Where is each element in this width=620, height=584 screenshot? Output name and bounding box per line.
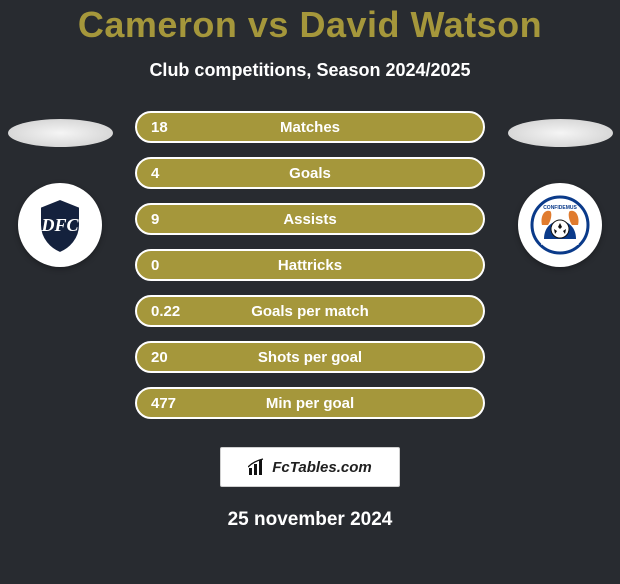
player-right: CONFIDEMUS KILMARNOCK FC bbox=[500, 119, 620, 267]
stat-label: Hattricks bbox=[137, 257, 483, 274]
stat-row-goals-per-match: 0.22 Goals per match bbox=[135, 295, 485, 327]
dundee-crest-icon: DFC bbox=[30, 195, 90, 255]
stat-left-value: 0.22 bbox=[151, 303, 180, 320]
svg-text:CONFIDEMUS: CONFIDEMUS bbox=[543, 205, 577, 211]
stat-row-goals: 4 Goals bbox=[135, 157, 485, 189]
stat-label: Matches bbox=[137, 119, 483, 136]
player-photo-placeholder bbox=[8, 119, 113, 147]
club-crest-left: DFC bbox=[18, 183, 102, 267]
stat-left-value: 20 bbox=[151, 349, 168, 366]
player-left: DFC bbox=[0, 119, 120, 267]
stat-label: Min per goal bbox=[137, 395, 483, 412]
stat-left-value: 0 bbox=[151, 257, 159, 274]
stat-row-shots-per-goal: 20 Shots per goal bbox=[135, 341, 485, 373]
svg-text:DFC: DFC bbox=[40, 215, 79, 235]
stat-row-assists: 9 Assists bbox=[135, 203, 485, 235]
player-photo-placeholder bbox=[508, 119, 613, 147]
date: 25 november 2024 bbox=[0, 509, 620, 531]
stat-left-value: 18 bbox=[151, 119, 168, 136]
bar-chart-icon bbox=[248, 458, 266, 476]
stat-label: Shots per goal bbox=[137, 349, 483, 366]
stat-row-min-per-goal: 477 Min per goal bbox=[135, 387, 485, 419]
subtitle: Club competitions, Season 2024/2025 bbox=[0, 60, 620, 81]
stat-label: Assists bbox=[137, 211, 483, 228]
page-title: Cameron vs David Watson bbox=[0, 4, 620, 46]
kilmarnock-crest-icon: CONFIDEMUS KILMARNOCK FC bbox=[530, 195, 590, 255]
stat-label: Goals per match bbox=[137, 303, 483, 320]
stat-left-value: 9 bbox=[151, 211, 159, 228]
stat-left-value: 477 bbox=[151, 395, 176, 412]
club-crest-right: CONFIDEMUS KILMARNOCK FC bbox=[518, 183, 602, 267]
stat-label: Goals bbox=[137, 165, 483, 182]
fctables-badge[interactable]: FcTables.com bbox=[220, 447, 400, 487]
stat-row-matches: 18 Matches bbox=[135, 111, 485, 143]
fctables-label: FcTables.com bbox=[272, 459, 371, 476]
svg-text:KILMARNOCK FC: KILMARNOCK FC bbox=[541, 241, 580, 246]
stat-row-hattricks: 0 Hattricks bbox=[135, 249, 485, 281]
stat-left-value: 4 bbox=[151, 165, 159, 182]
